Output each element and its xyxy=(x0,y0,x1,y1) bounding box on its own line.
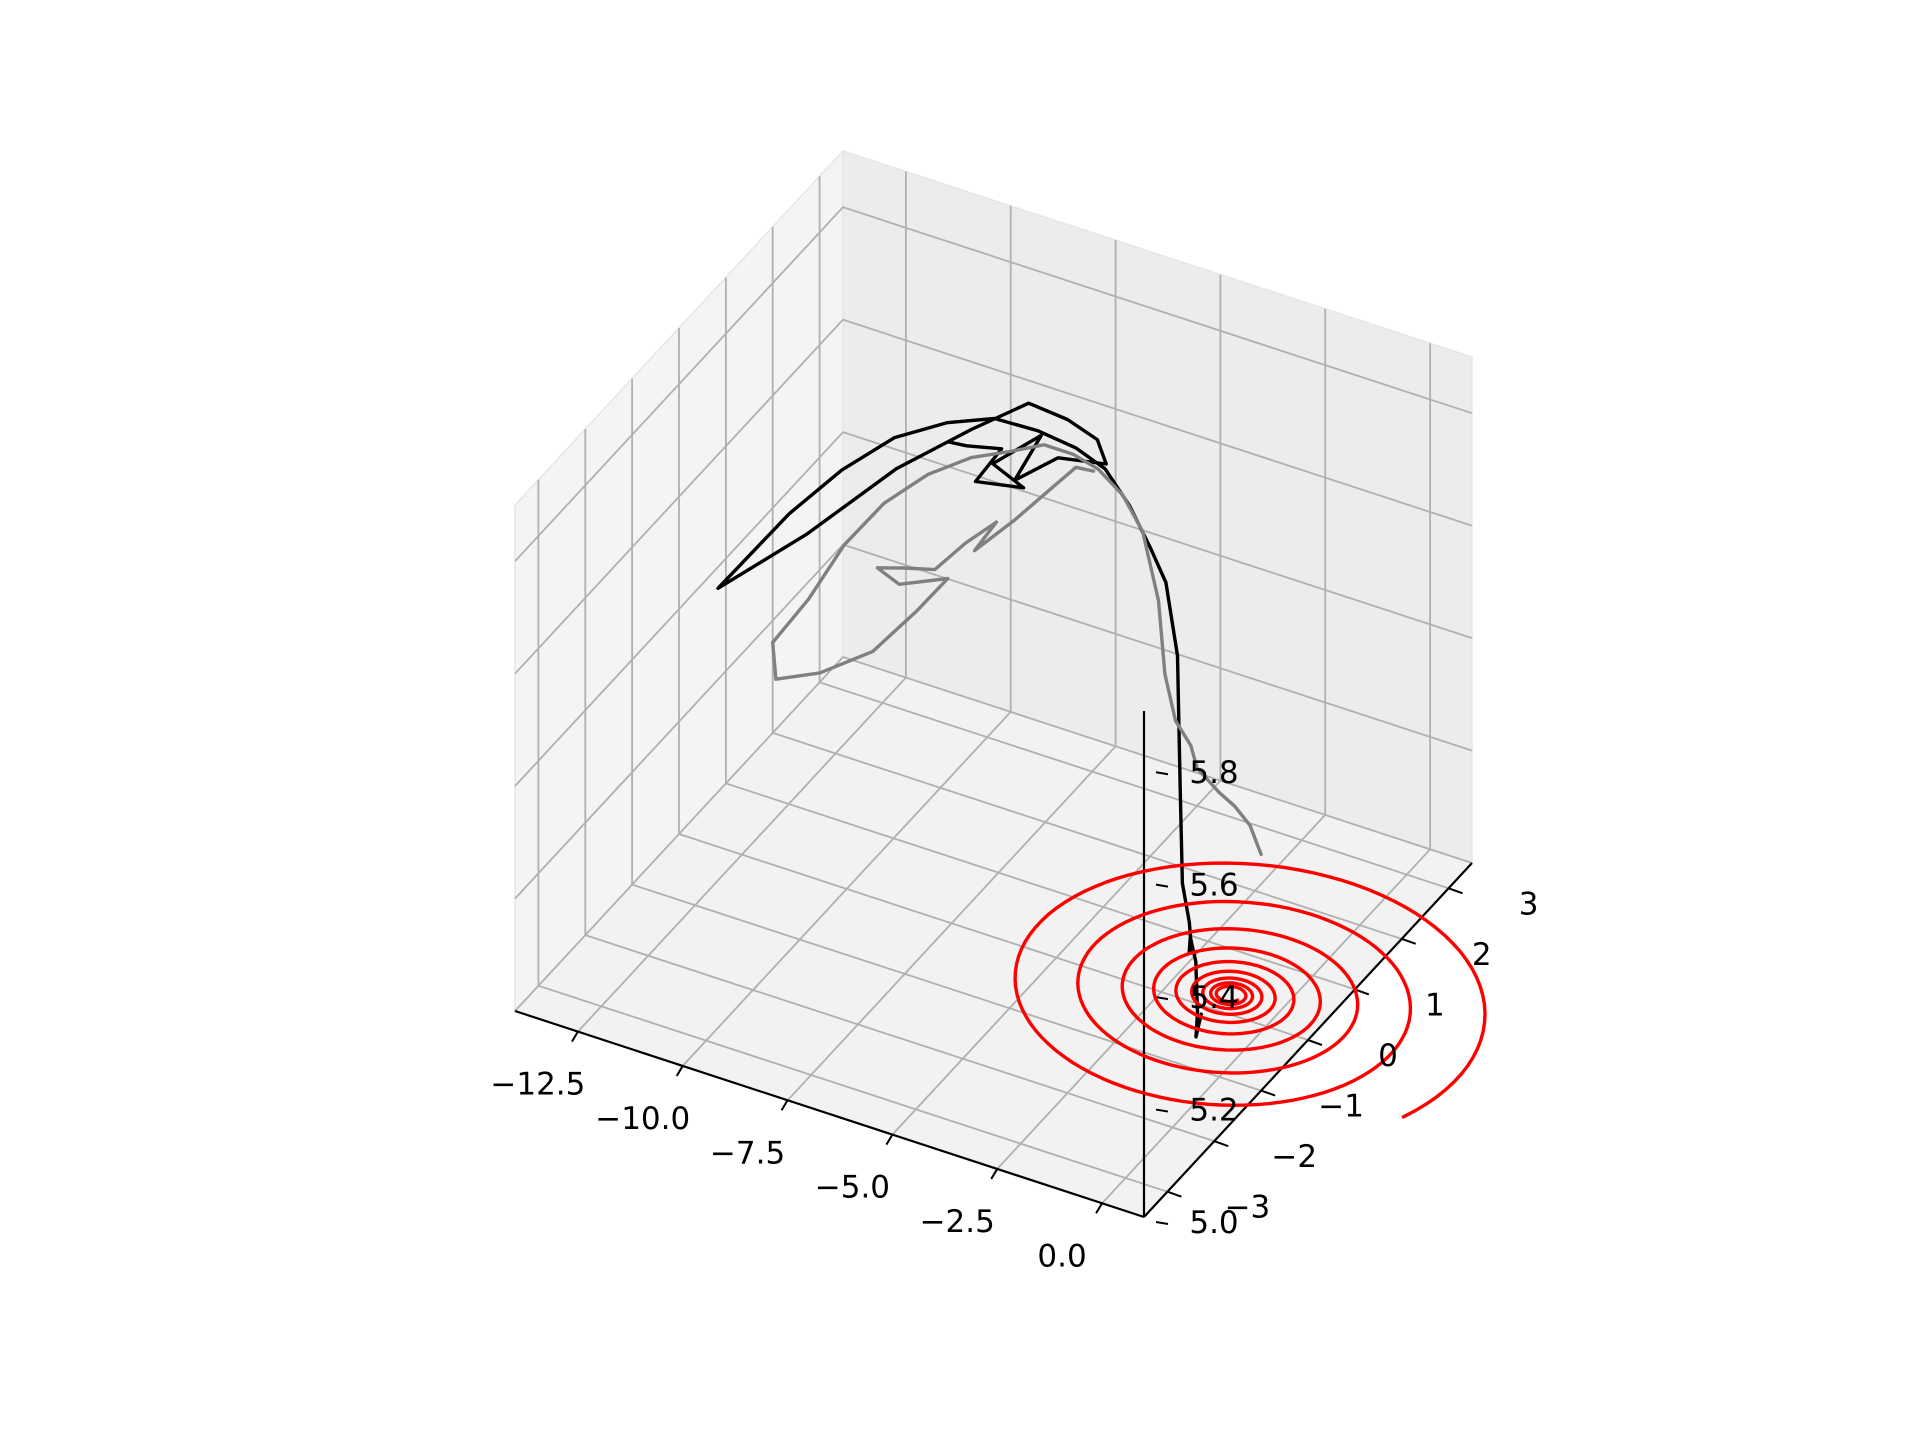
x-tick xyxy=(675,1065,684,1077)
z-tick-label: 5.2 xyxy=(1189,1093,1238,1129)
x-tick-label: 0.0 xyxy=(1037,1238,1086,1274)
tick-marks xyxy=(571,771,1463,1225)
y-tick xyxy=(1167,1190,1182,1198)
x-tick xyxy=(571,1031,579,1043)
y-tick-label: −1 xyxy=(1318,1089,1364,1125)
z-tick xyxy=(1155,1108,1169,1113)
grid-line-z xyxy=(514,206,1473,562)
series-line-1 xyxy=(771,443,1263,857)
series-line-0 xyxy=(716,401,1203,1039)
series-line-2 xyxy=(1013,861,1487,1119)
y-tick-label: −3 xyxy=(1225,1190,1271,1226)
y-tick xyxy=(1401,937,1417,945)
y-tick-label: 2 xyxy=(1472,937,1492,973)
grid-line-z xyxy=(514,318,1473,675)
x-tick xyxy=(990,1168,999,1180)
x-axis-line xyxy=(514,1009,1145,1219)
x-tick-label: −12.5 xyxy=(490,1067,585,1103)
data-series xyxy=(716,401,1487,1119)
x-tick-label: −10.0 xyxy=(595,1101,690,1137)
z-tick-label: 5.6 xyxy=(1189,868,1238,904)
grid-line-z xyxy=(514,655,1473,1012)
x-tick-label: −2.5 xyxy=(920,1204,995,1240)
x-tick xyxy=(1095,1202,1103,1214)
grid-line-z xyxy=(514,431,1473,787)
y-tick xyxy=(1213,1140,1229,1148)
y-tick-label: 3 xyxy=(1519,886,1539,922)
z-tick xyxy=(1155,996,1169,1001)
y-tick xyxy=(1307,1039,1323,1046)
y-tick-label: 0 xyxy=(1378,1038,1398,1074)
z-tick xyxy=(1155,1221,1169,1225)
x-tick-label: −7.5 xyxy=(710,1135,785,1171)
x-tick xyxy=(885,1134,894,1146)
z-tick-label: 5.0 xyxy=(1189,1205,1238,1241)
z-tick-label: 5.4 xyxy=(1189,980,1238,1016)
y-tick xyxy=(1354,988,1370,996)
z-tick-label: 5.8 xyxy=(1189,755,1238,791)
y-tick-label: −2 xyxy=(1271,1139,1317,1175)
z-tick xyxy=(1155,883,1169,888)
z-tick xyxy=(1155,771,1169,776)
y-tick xyxy=(1260,1089,1276,1097)
x-tick-label: −5.0 xyxy=(815,1170,890,1206)
y-tick-label: 1 xyxy=(1425,987,1445,1023)
x-tick xyxy=(780,1099,789,1111)
y-tick xyxy=(1448,887,1463,895)
